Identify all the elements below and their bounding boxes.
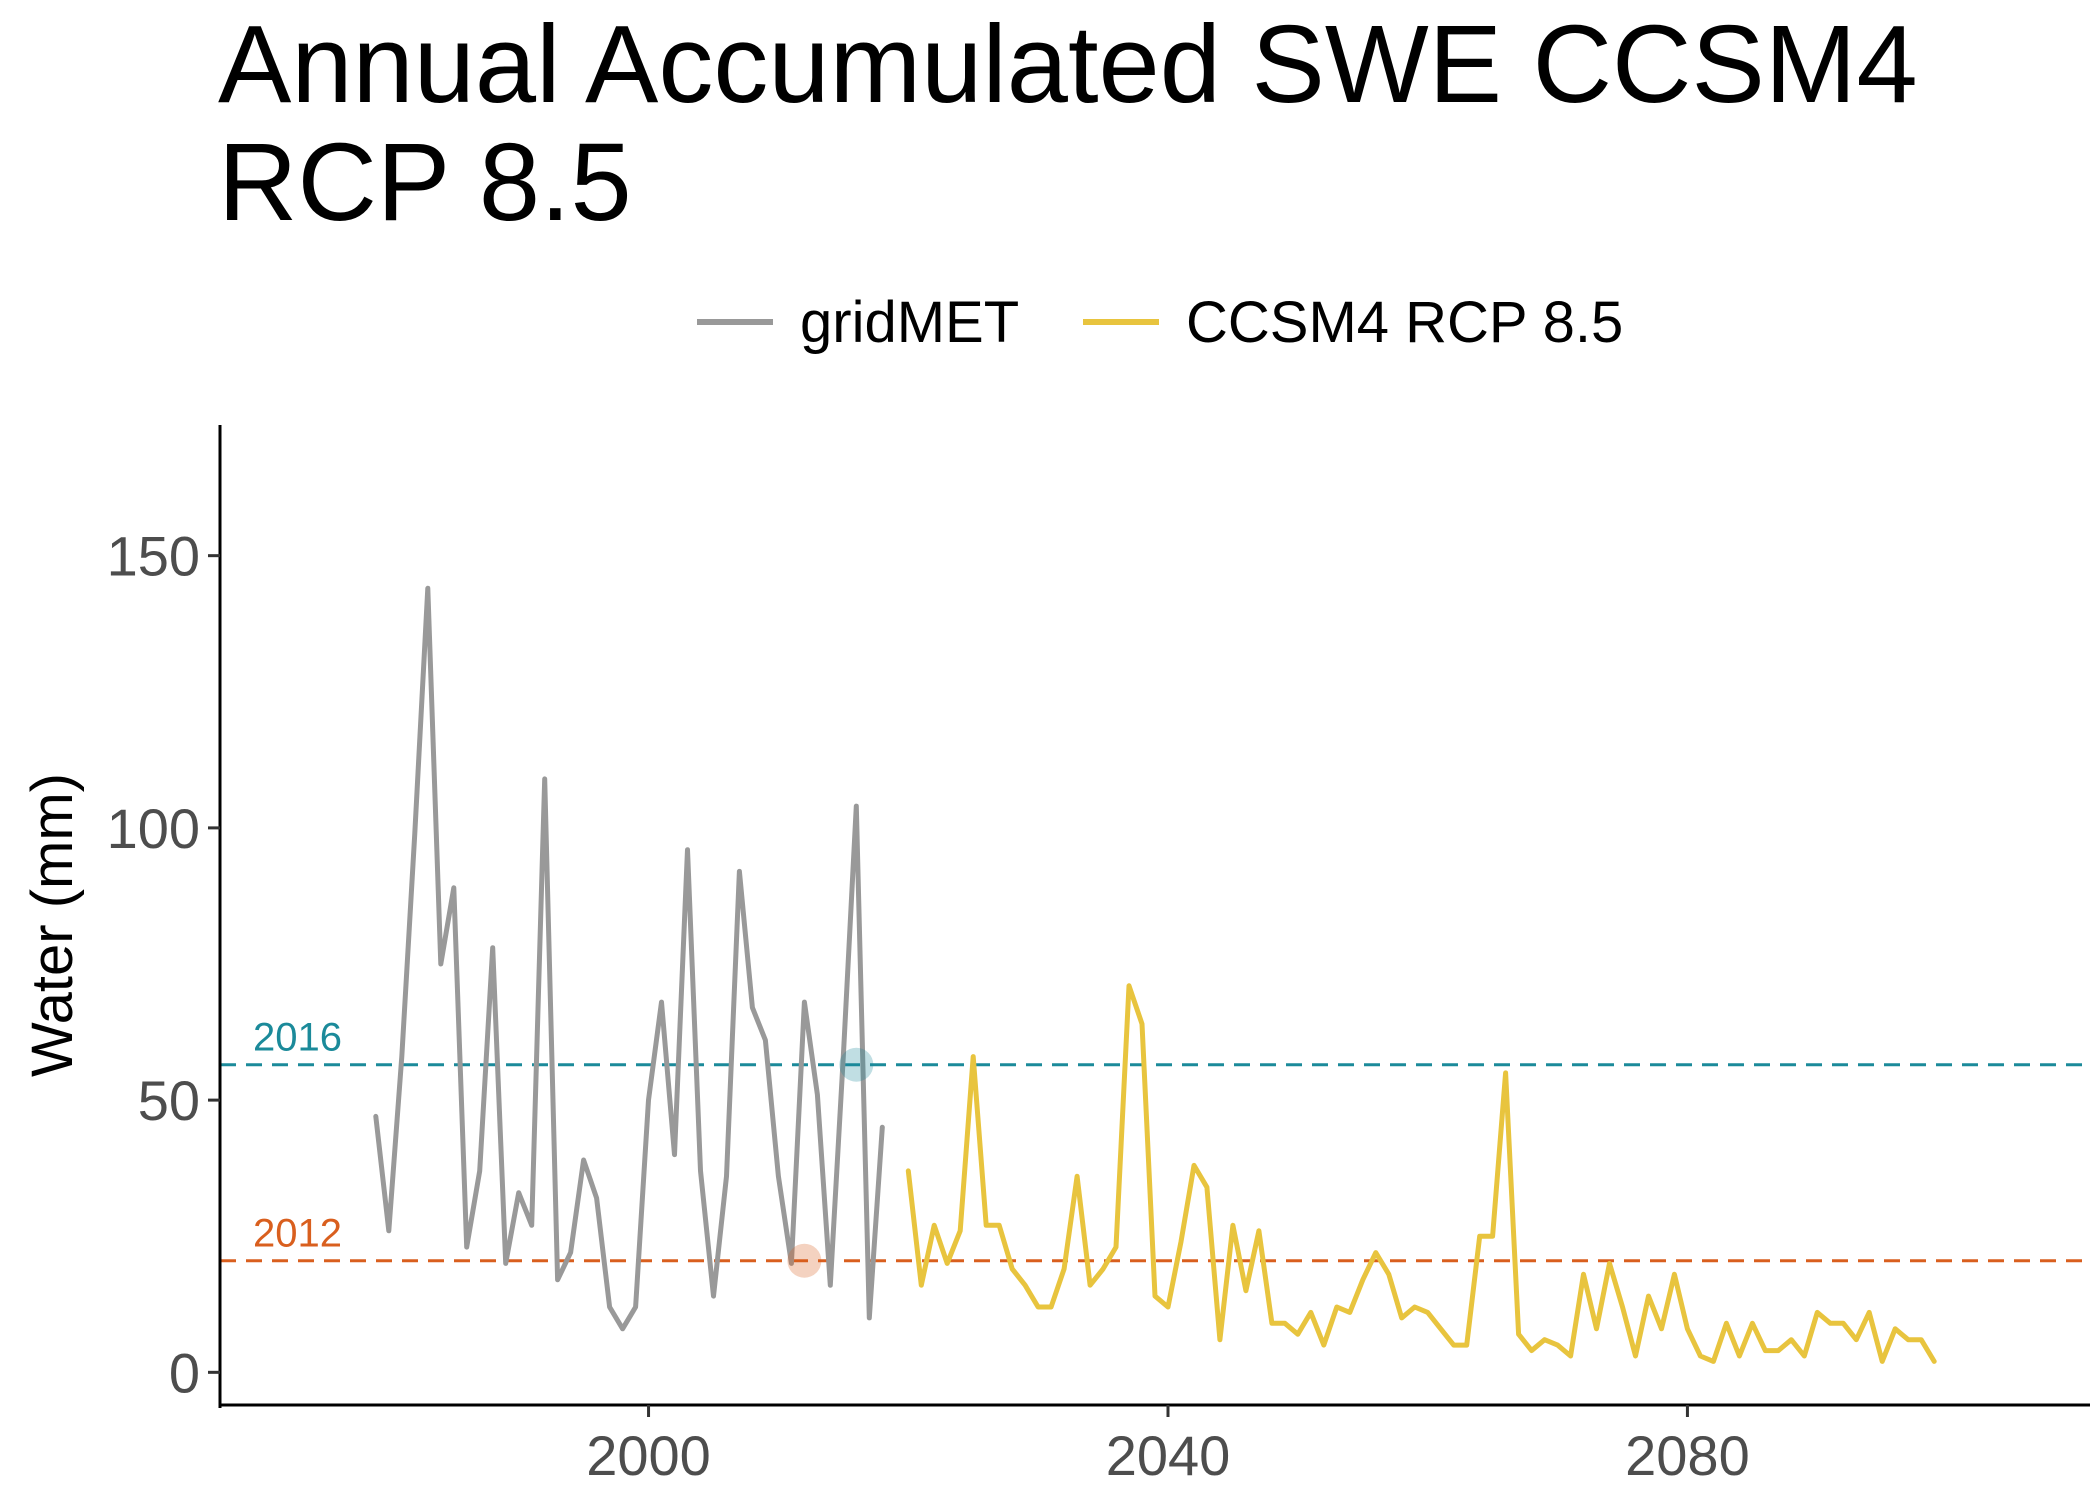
highlight-markers xyxy=(787,1047,874,1278)
legend-label-0: gridMET xyxy=(800,290,1019,355)
y-tick-label: 150 xyxy=(107,525,200,588)
highlight-point-2016 xyxy=(839,1047,874,1082)
x-tick-label: 2080 xyxy=(1625,1424,1750,1487)
series-layer xyxy=(373,585,1937,1364)
legend-label-1: CCSM4 RCP 8.5 xyxy=(1186,290,1623,355)
reference-label-2016: 2016 xyxy=(253,1016,342,1060)
y-tick-label: 100 xyxy=(107,797,200,860)
y-tick-label: 50 xyxy=(138,1069,200,1132)
x-tick-label: 2000 xyxy=(586,1424,711,1487)
chart-title: Annual Accumulated SWE CCSM4 RCP 8.5 xyxy=(218,3,1918,244)
series-line-0 xyxy=(373,585,885,1332)
axes: 0 50 100 150 2000 2040 2080 Water (mm) xyxy=(20,425,2090,1487)
highlight-point-2012 xyxy=(787,1243,822,1278)
reference-label-2012: 2012 xyxy=(253,1212,342,1256)
series-line-1 xyxy=(905,983,1937,1364)
y-axis-title: Water (mm) xyxy=(20,773,85,1077)
legend: gridMET CCSM4 RCP 8.5 xyxy=(697,290,1623,355)
x-tick-label: 2040 xyxy=(1106,1424,1231,1487)
reference-lines: 2016 2012 xyxy=(220,1016,2090,1263)
y-tick-label: 0 xyxy=(169,1341,200,1404)
